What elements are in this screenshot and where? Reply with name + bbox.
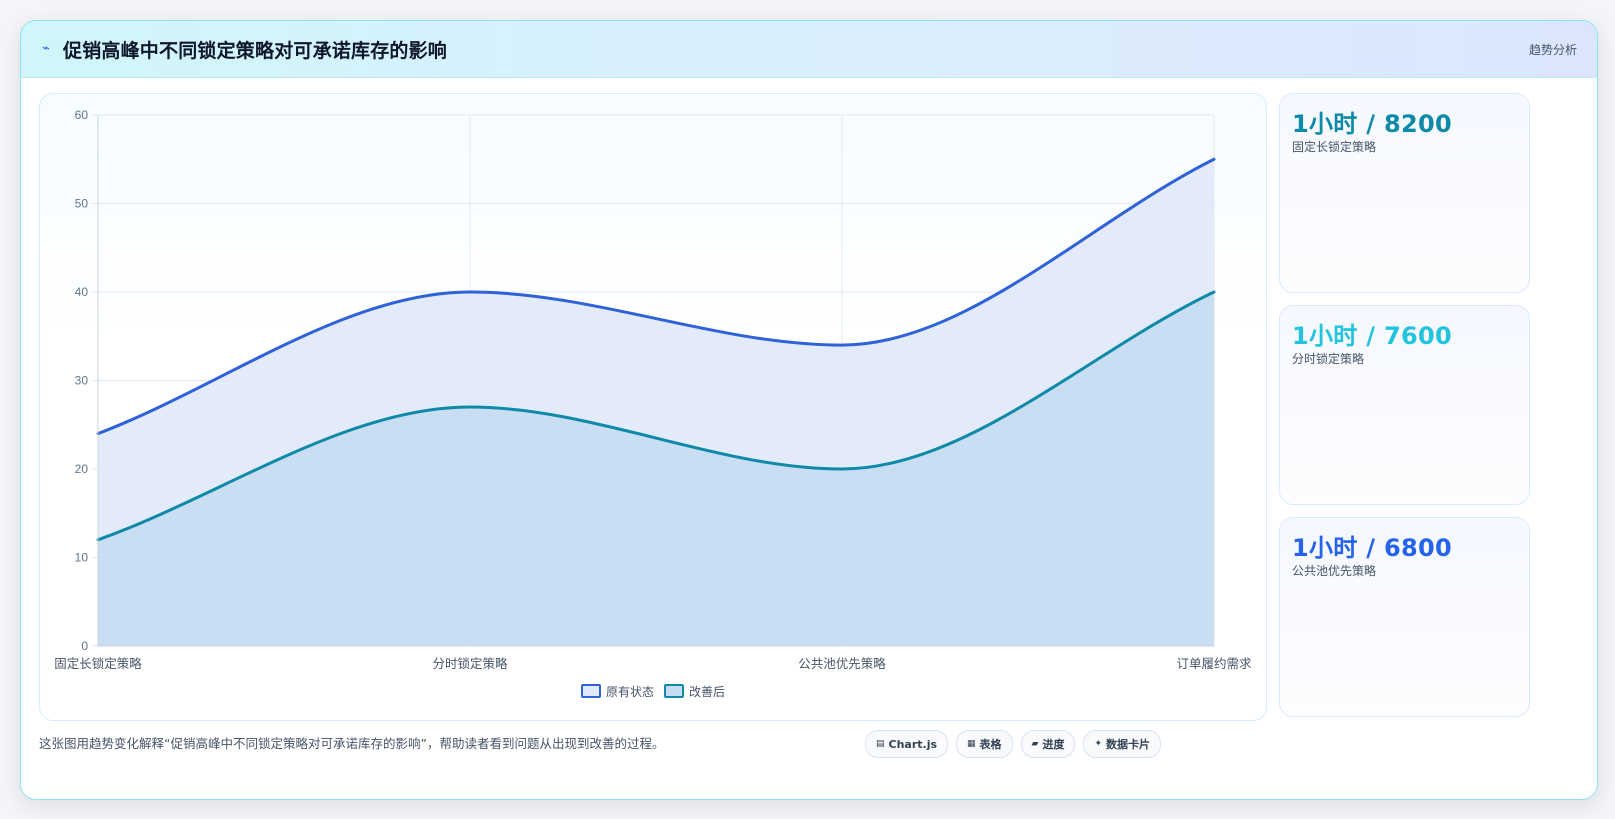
progress-icon: ▰ xyxy=(1031,739,1039,749)
stat-value: 1小时 / 7600 xyxy=(1292,322,1452,350)
chart-icon: ▤ xyxy=(876,739,885,749)
card-icon: ✦ xyxy=(1094,739,1103,749)
chip-chartjs[interactable]: ▤ Chart.js xyxy=(865,730,949,758)
stat-card-fixed: 1小时 / 8200 固定长锁定策略 xyxy=(1279,93,1530,293)
stat-label: 固定长锁定策略 xyxy=(1292,140,1377,154)
legend-swatch-original xyxy=(580,684,601,698)
legend-item-original[interactable]: 原有状态 xyxy=(580,683,654,700)
series-line-0 xyxy=(96,157,1216,436)
chart-legend: 原有状态 改善后 xyxy=(40,682,1266,700)
legend-swatch-improved xyxy=(664,684,684,698)
chip-datacard[interactable]: ✦ 数据卡片 xyxy=(1083,730,1162,758)
chart-panel: 0 10 20 30 40 50 60 固定长锁定策略 分时锁定策略 公共池优先策略 订单履约需求 … xyxy=(39,93,1267,721)
stat-card-timeslot: 1小时 / 7600 分时锁定策略 xyxy=(1279,305,1530,505)
y-tick-label: 30 xyxy=(75,374,89,388)
stat-label: 分时锁定策略 xyxy=(1292,352,1365,366)
chip-label: 数据卡片 xyxy=(1106,738,1151,751)
chart-card: ⌁ 促销高峰中不同锁定策略对可承诺库存的影响 趋势分析 0 10 20 30 40 50 6… xyxy=(20,20,1598,800)
y-tick-label: 60 xyxy=(75,108,89,122)
y-tick-label: 10 xyxy=(75,551,89,565)
trend-icon: ⌁ xyxy=(42,41,50,56)
chip-progress[interactable]: ▰ 进度 xyxy=(1020,730,1076,758)
stat-label: 公共池优先策略 xyxy=(1292,564,1377,578)
x-tick-label: 订单履约需求 xyxy=(1176,656,1252,671)
series-line-1 xyxy=(96,290,1216,542)
stat-value: 1小时 / 6800 xyxy=(1292,534,1452,562)
x-tick-label: 公共池优先策略 xyxy=(798,656,886,671)
y-tick-label: 20 xyxy=(75,462,89,476)
stats-column: 1小时 / 8200 固定长锁定策略 1小时 / 7600 分时锁定策略 1小时… xyxy=(1279,93,1530,719)
page-title: 促销高峰中不同锁定策略对可承诺库存的影响 xyxy=(63,40,448,62)
chart-description: 这张图用趋势变化解释“促销高峰中不同锁定策略对可承诺库存的影响”，帮助读者看到问… xyxy=(39,736,665,751)
x-tick-label: 固定长锁定策略 xyxy=(54,656,142,671)
chip-label: 进度 xyxy=(1042,738,1065,751)
chip-table[interactable]: ▦ 表格 xyxy=(956,730,1013,758)
chip-label: 表格 xyxy=(979,738,1002,751)
category-tag: 趋势分析 xyxy=(1528,43,1577,57)
x-tick-label: 分时锁定策略 xyxy=(432,656,508,671)
y-tick-label: 40 xyxy=(75,285,89,299)
y-tick-label: 0 xyxy=(81,639,88,653)
stat-card-pool: 1小时 / 6800 公共池优先策略 xyxy=(1279,517,1530,717)
chip-label: Chart.js xyxy=(888,737,938,751)
legend-item-improved[interactable]: 改善后 xyxy=(664,683,725,700)
legend-label-original: 原有状态 xyxy=(605,684,654,699)
legend-label-improved: 改善后 xyxy=(689,684,726,699)
series-area-1 xyxy=(98,292,1214,646)
stat-value: 1小时 / 8200 xyxy=(1292,110,1452,138)
y-tick-label: 50 xyxy=(75,197,89,211)
tool-chips: ▤ Chart.js ▦ 表格 ▰ 进度 ✦ 数据卡片 xyxy=(865,730,1162,758)
table-icon: ▦ xyxy=(967,739,976,749)
card-header: ⌁ 促销高峰中不同锁定策略对可承诺库存的影响 趋势分析 xyxy=(21,21,1597,78)
area-chart: 0 10 20 30 40 50 60 固定长锁定策略 分时锁定策略 公共池优先策略 订单履约需求 xyxy=(54,108,1252,671)
